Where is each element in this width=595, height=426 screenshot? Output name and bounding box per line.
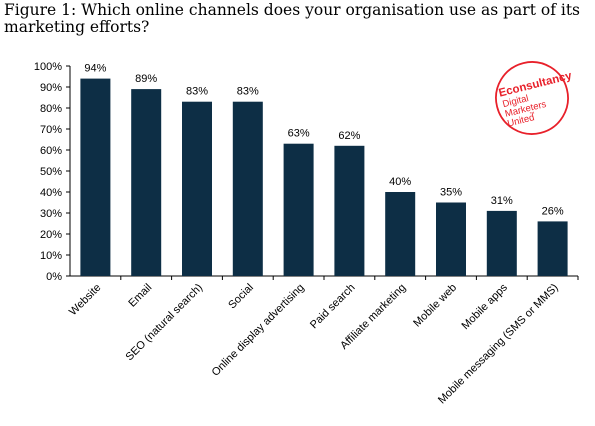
y-tick-label: 60% xyxy=(40,145,62,157)
data-label: 26% xyxy=(542,205,564,217)
y-tick-label: 80% xyxy=(40,103,62,115)
y-tick-label: 100% xyxy=(34,61,62,73)
bar xyxy=(283,143,314,276)
y-tick-label: 50% xyxy=(40,166,62,178)
bar xyxy=(385,192,416,276)
figure-title: Figure 1: Which online channels does you… xyxy=(4,1,580,36)
bar xyxy=(232,101,263,276)
x-tick-label: Email xyxy=(126,282,154,310)
data-label: 83% xyxy=(186,86,208,98)
x-tick-label: Online display advertising xyxy=(210,282,307,379)
x-tick-label: Social xyxy=(226,282,256,312)
y-tick-label: 70% xyxy=(40,124,62,136)
y-tick-label: 30% xyxy=(40,208,62,220)
data-label: 89% xyxy=(135,73,157,85)
bar xyxy=(334,145,365,276)
data-label: 40% xyxy=(389,176,411,188)
bar xyxy=(80,78,111,276)
y-tick-label: 10% xyxy=(40,250,62,262)
y-tick-label: 40% xyxy=(40,187,62,199)
x-tick-label: Mobile apps xyxy=(459,281,510,332)
econsultancy-logo: Econsultancy Digital Marketers United ™ xyxy=(495,61,574,135)
bar xyxy=(436,202,466,276)
y-tick-label: 90% xyxy=(40,82,62,94)
y-tick-label: 0% xyxy=(46,271,62,283)
x-tick-label: Mobile web xyxy=(411,282,459,330)
bar xyxy=(486,210,517,276)
data-label: 62% xyxy=(338,130,360,142)
y-tick-label: 20% xyxy=(40,229,62,241)
data-label: 83% xyxy=(237,86,259,98)
logo-brand: Econsultancy xyxy=(498,70,574,100)
data-label: 31% xyxy=(491,195,513,207)
bar xyxy=(182,101,212,276)
data-label: 35% xyxy=(440,187,462,199)
bars xyxy=(80,78,568,276)
y-axis-ticks: 0% 10% 20% 30% 40% 50% 60% 70% 80% 90% 100% xyxy=(34,61,70,283)
data-label: 63% xyxy=(288,128,310,140)
x-tick-label: Website xyxy=(67,282,103,318)
data-labels: 94% 89% 83% 83% 63% 62% 40% 35% 31% 26% xyxy=(84,63,563,218)
data-label: 94% xyxy=(84,63,106,75)
x-tick-label: Paid search xyxy=(308,282,358,332)
logo-circle xyxy=(495,61,569,135)
bar xyxy=(537,221,568,276)
logo-trademark: ™ xyxy=(529,111,535,118)
bar xyxy=(131,89,162,276)
